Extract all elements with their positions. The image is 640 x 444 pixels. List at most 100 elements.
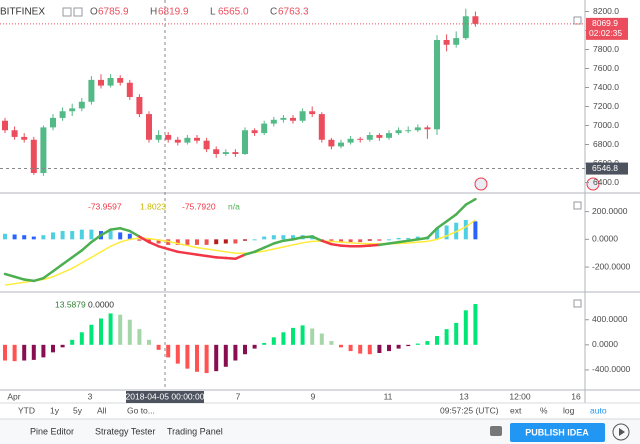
camera-icon[interactable] bbox=[490, 426, 502, 436]
candle-body bbox=[30, 139, 37, 173]
publish-button[interactable] bbox=[510, 423, 605, 442]
histogram-bar bbox=[22, 235, 27, 240]
histogram-bar bbox=[51, 232, 55, 240]
histogram-bar bbox=[79, 332, 84, 345]
histogram-bar bbox=[406, 344, 411, 347]
x-tick-label: 7 bbox=[236, 391, 241, 401]
play-icon[interactable] bbox=[612, 423, 630, 441]
candle-body bbox=[424, 127, 431, 130]
icon[interactable] bbox=[573, 16, 582, 25]
crosshair-price: 6546.8 bbox=[592, 163, 618, 173]
ohlc-value: 6819.9 bbox=[158, 7, 189, 18]
range-button[interactable]: 1y bbox=[50, 405, 60, 415]
macd-line bbox=[378, 242, 391, 247]
histogram-bar bbox=[3, 233, 7, 240]
histogram-bar bbox=[60, 344, 65, 348]
macd-line bbox=[253, 246, 266, 254]
histogram-bar bbox=[41, 235, 46, 240]
histogram-bar bbox=[473, 221, 478, 240]
macd-line bbox=[147, 240, 160, 248]
icon[interactable] bbox=[573, 201, 582, 210]
histogram-bar bbox=[291, 235, 295, 240]
histogram-bar bbox=[454, 322, 459, 345]
event-icon[interactable] bbox=[474, 177, 488, 191]
icon[interactable] bbox=[62, 7, 72, 17]
legend-value: 13.5879 bbox=[55, 299, 86, 309]
histogram-bar bbox=[319, 333, 324, 345]
macd-line bbox=[368, 243, 381, 247]
candle-body bbox=[69, 108, 76, 112]
tab[interactable]: Strategy Tester bbox=[95, 426, 155, 436]
candle-body bbox=[299, 111, 306, 121]
range-button[interactable]: YTD bbox=[18, 405, 35, 415]
histogram-bar bbox=[147, 339, 151, 345]
candle-body bbox=[414, 127, 421, 131]
crosshair-date-box bbox=[126, 391, 204, 403]
candle-body bbox=[222, 152, 229, 154]
histogram-bar bbox=[271, 337, 276, 345]
ohlc-label: O bbox=[90, 7, 98, 18]
candle-body bbox=[165, 135, 172, 140]
macd-line bbox=[464, 197, 477, 206]
event-icon[interactable] bbox=[586, 177, 600, 191]
histogram-bar bbox=[12, 344, 17, 362]
symbol: BITFINEX bbox=[0, 7, 45, 18]
histogram-bar bbox=[281, 332, 286, 345]
candle-body bbox=[59, 111, 66, 118]
countdown: 02:02:35 bbox=[589, 28, 622, 38]
histogram-bar bbox=[348, 344, 353, 352]
scale-option[interactable]: auto bbox=[590, 405, 607, 415]
macd-line bbox=[214, 256, 228, 260]
range-button[interactable]: All bbox=[97, 405, 107, 415]
histogram-bar bbox=[223, 239, 228, 244]
y-tick-label: 7000.0 bbox=[593, 120, 619, 130]
macd-line bbox=[61, 256, 74, 266]
range-button[interactable]: 5y bbox=[73, 405, 83, 415]
legend-value: 0.0000 bbox=[88, 299, 114, 309]
macd-line bbox=[99, 228, 112, 237]
candle-body bbox=[203, 140, 210, 150]
y-tick-label: 400.0000 bbox=[592, 314, 628, 324]
histogram-bar bbox=[156, 239, 161, 244]
candle-body bbox=[462, 16, 469, 39]
histogram-bar bbox=[262, 236, 267, 240]
histogram-bar bbox=[339, 239, 343, 243]
scale-option[interactable]: ext bbox=[510, 405, 522, 415]
x-tick-label: 11 bbox=[384, 391, 393, 401]
macd-line bbox=[205, 254, 218, 259]
range-button[interactable]: Go to... bbox=[127, 405, 155, 415]
candle-body bbox=[11, 130, 18, 137]
candle-body bbox=[366, 135, 373, 140]
scale-option[interactable]: log bbox=[563, 405, 575, 415]
tab[interactable]: Pine Editor bbox=[30, 426, 74, 436]
icon[interactable] bbox=[573, 299, 582, 308]
histogram-bar bbox=[435, 336, 439, 345]
candle-body bbox=[280, 117, 287, 120]
histogram-bar bbox=[425, 341, 430, 345]
histogram-bar bbox=[396, 237, 401, 240]
histogram-bar bbox=[89, 229, 94, 240]
histogram-bar bbox=[214, 239, 219, 245]
x-tick-label: 13 bbox=[459, 391, 469, 401]
histogram-bar bbox=[175, 239, 180, 245]
macd-line bbox=[291, 236, 304, 241]
publish-label[interactable]: PUBLISH IDEA bbox=[525, 427, 589, 437]
candle-body bbox=[174, 139, 181, 143]
candle-body bbox=[261, 123, 268, 134]
histogram-bar bbox=[79, 229, 84, 240]
scale-option[interactable]: % bbox=[540, 405, 548, 415]
histogram-bar bbox=[473, 304, 478, 345]
histogram-bar bbox=[60, 231, 65, 240]
y-tick-label: 0.0000 bbox=[592, 234, 618, 244]
histogram-bar bbox=[396, 344, 401, 349]
histogram-bar bbox=[137, 329, 142, 345]
histogram-bar bbox=[415, 236, 420, 240]
macd-line bbox=[310, 235, 324, 242]
tab[interactable]: Trading Panel bbox=[167, 426, 223, 436]
macd-line bbox=[195, 253, 208, 258]
clock: 09:57:25 (UTC) bbox=[440, 405, 499, 415]
icon[interactable] bbox=[73, 7, 83, 17]
histogram-bar bbox=[195, 344, 199, 372]
histogram-bar bbox=[41, 344, 46, 358]
candle-body bbox=[453, 38, 460, 45]
